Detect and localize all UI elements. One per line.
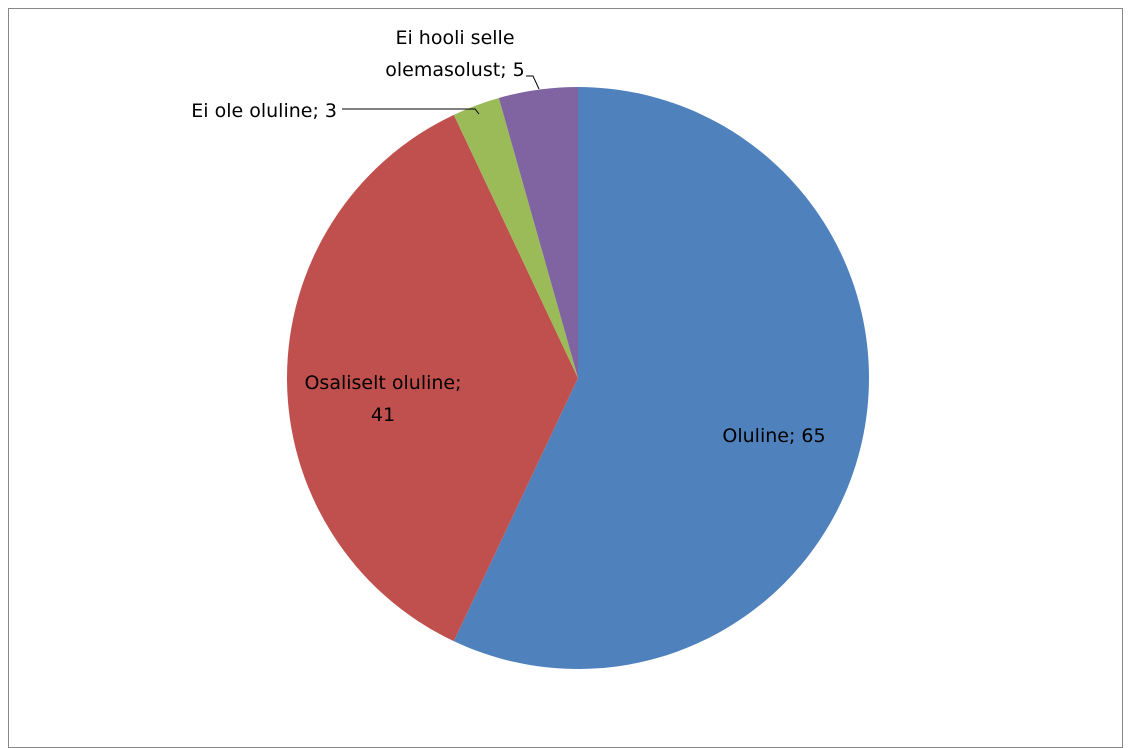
data-label-ei-hooli-selle-olemasolust: Ei hooli selle olemasolust; 5 bbox=[385, 27, 524, 81]
pie-slice-ei-hooli-selle-olemasolust bbox=[498, 87, 578, 378]
data-label-osaliselt-oluline: Osaliselt oluline; 41 bbox=[304, 372, 461, 426]
pie-slice-oluline bbox=[453, 87, 869, 669]
chart-area: Oluline; 65 Osaliselt oluline; 41 Ei ole ol… bbox=[8, 8, 1123, 748]
data-label-oluline: Oluline; 65 bbox=[722, 425, 825, 447]
pie-chart: Oluline; 65 Osaliselt oluline; 41 Ei ole ol… bbox=[191, 27, 869, 669]
leader-line-ei-hooli-selle-olemasolust bbox=[526, 75, 540, 90]
pie-slice-ei-ole-oluline bbox=[453, 97, 578, 378]
pie-slice-osaliselt-oluline bbox=[287, 114, 578, 642]
data-label-ei-ole-oluline: Ei ole oluline; 3 bbox=[191, 100, 337, 122]
leader-line-ei-ole-oluline bbox=[342, 108, 480, 115]
